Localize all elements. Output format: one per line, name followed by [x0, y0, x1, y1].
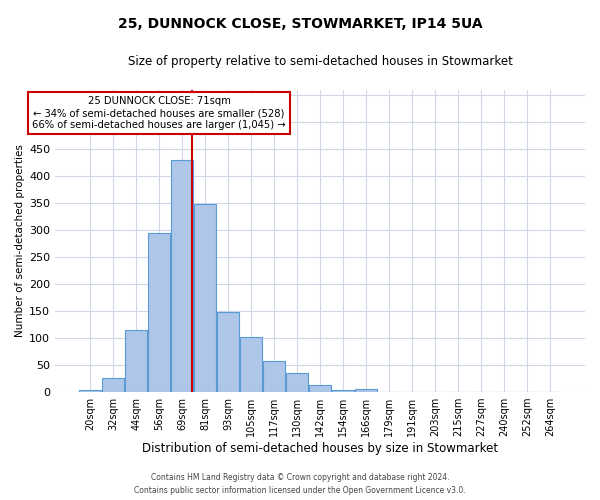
Title: Size of property relative to semi-detached houses in Stowmarket: Size of property relative to semi-detach… — [128, 55, 512, 68]
Text: Contains HM Land Registry data © Crown copyright and database right 2024.
Contai: Contains HM Land Registry data © Crown c… — [134, 474, 466, 495]
Y-axis label: Number of semi-detached properties: Number of semi-detached properties — [15, 144, 25, 338]
Bar — [102, 378, 124, 392]
Bar — [217, 312, 239, 392]
Bar — [148, 233, 170, 392]
Bar — [309, 384, 331, 392]
X-axis label: Distribution of semi-detached houses by size in Stowmarket: Distribution of semi-detached houses by … — [142, 442, 498, 455]
Bar — [263, 362, 285, 392]
Bar — [79, 390, 101, 392]
Bar — [194, 204, 216, 392]
Bar — [355, 390, 377, 392]
Bar — [240, 336, 262, 392]
Text: 25 DUNNOCK CLOSE: 71sqm
← 34% of semi-detached houses are smaller (528)
66% of s: 25 DUNNOCK CLOSE: 71sqm ← 34% of semi-de… — [32, 96, 286, 130]
Bar — [286, 373, 308, 392]
Bar — [332, 390, 354, 392]
Bar — [171, 160, 193, 392]
Text: 25, DUNNOCK CLOSE, STOWMARKET, IP14 5UA: 25, DUNNOCK CLOSE, STOWMARKET, IP14 5UA — [118, 18, 482, 32]
Bar — [125, 330, 147, 392]
